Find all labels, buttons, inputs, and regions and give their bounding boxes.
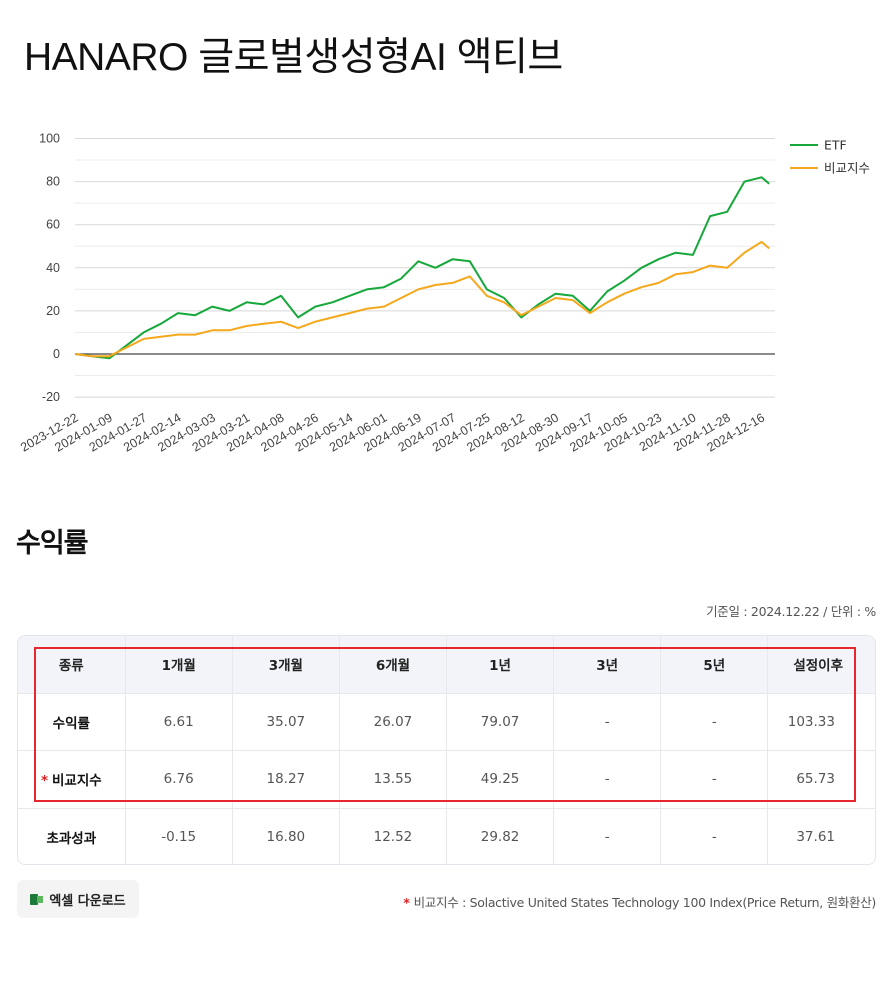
chart-canvas: 100806040200-202023-12-222024-01-092024-…: [18, 132, 870, 455]
cell-value: 12.52: [339, 808, 448, 864]
cell-value: 6.61: [125, 693, 233, 751]
cell-value: 29.82: [446, 808, 555, 864]
cell-value: 79.07: [446, 693, 555, 751]
cell-value: 18.27: [232, 750, 340, 809]
cell-value: -: [660, 750, 769, 809]
benchmark-series-line: [74, 240, 770, 358]
cell-value: 65.73: [767, 750, 875, 809]
returns-table-container: 종류 1개월 3개월 6개월 1년 3년 5년 설정이후 수익률 6.61 35…: [17, 635, 876, 865]
y-tick-label: 20: [46, 304, 60, 318]
cell-value: -: [660, 693, 769, 751]
cell-value: -: [553, 750, 662, 809]
legend-label: 비교지수: [824, 161, 870, 176]
y-tick-label: 60: [46, 218, 60, 232]
cell-value: -: [553, 808, 662, 864]
excel-download-button[interactable]: 엑셀 다운로드: [17, 880, 139, 918]
col-header-6m: 6개월: [339, 636, 448, 694]
col-header-5y: 5년: [660, 636, 769, 694]
returns-table: 종류 1개월 3개월 6개월 1년 3년 5년 설정이후 수익률 6.61 35…: [18, 636, 875, 864]
y-tick-label: 80: [46, 175, 60, 189]
etf-series-line: [74, 176, 770, 360]
excel-download-label: 엑셀 다운로드: [49, 893, 126, 909]
col-header-1y: 1년: [446, 636, 555, 694]
y-tick-label: 0: [53, 347, 60, 361]
col-header-since-inception: 설정이후: [767, 636, 875, 694]
asterisk-mark: *: [40, 773, 48, 790]
row-label: 초과성과: [18, 808, 126, 864]
performance-line-chart: 100 80 60 40 20 0 -20 2023-12-22 2024-01-09 2024-…: [0, 120, 892, 470]
row-label: * 비교지수: [18, 750, 126, 809]
col-header-type: 종류: [18, 636, 126, 694]
cell-value: 26.07: [339, 693, 448, 751]
row-label-text: 비교지수: [52, 773, 102, 790]
col-header-1m: 1개월: [125, 636, 233, 694]
table-header-row: 종류 1개월 3개월 6개월 1년 3년 5년 설정이후: [18, 636, 875, 694]
table-row-return: 수익률 6.61 35.07 26.07 79.07 - - 103.33: [18, 693, 875, 751]
cell-value: -: [553, 693, 662, 751]
footnote-text: 비교지수 : Solactive United States Technolog…: [413, 895, 877, 910]
table-row-benchmark: * 비교지수 6.76 18.27 13.55 49.25 - - 65.73: [18, 750, 875, 809]
cell-value: -0.15: [125, 808, 233, 864]
y-tick-label: -20: [42, 390, 60, 404]
cell-value: 6.76: [125, 750, 233, 809]
y-tick-label: 40: [46, 261, 60, 275]
benchmark-footnote: * 비교지수 : Solactive United States Technolo…: [403, 892, 876, 911]
footnote-asterisk: *: [403, 895, 410, 910]
cell-value: 35.07: [232, 693, 340, 751]
col-header-3y: 3년: [553, 636, 662, 694]
cell-value: 37.61: [796, 829, 835, 845]
row-label: 수익률: [18, 693, 126, 751]
base-date-label: 기준일 : 2024.12.22 / 단위 : %: [706, 604, 876, 619]
page-title: HANARO 글로벌생성형AI 액티브: [24, 36, 563, 79]
table-row-excess: 초과성과 -0.15 16.80 12.52 29.82 - - 37.61: [18, 808, 875, 864]
cell-value: 16.80: [232, 808, 340, 864]
returns-section-title: 수익률: [16, 528, 89, 559]
legend-label: ETF: [824, 138, 847, 153]
y-tick-label: 100: [39, 132, 60, 146]
cell-value: -: [660, 808, 769, 864]
col-header-3m: 3개월: [232, 636, 340, 694]
cell-value: 13.55: [339, 750, 448, 809]
excel-icon: [30, 893, 44, 905]
cell-value: 103.33: [767, 693, 875, 751]
cell-value: 49.25: [446, 750, 555, 809]
